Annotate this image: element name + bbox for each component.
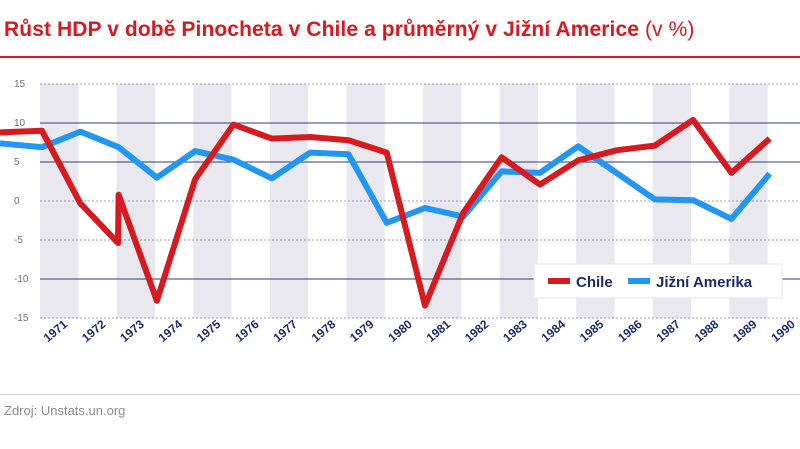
x-tick-label-1976: 1976 bbox=[232, 317, 262, 345]
y-tick-label: -5 bbox=[14, 235, 23, 246]
x-tick-label-1984: 1984 bbox=[539, 317, 569, 345]
x-tick-label-1987: 1987 bbox=[654, 317, 684, 345]
x-tick-label-1988: 1988 bbox=[692, 317, 722, 345]
y-tick-label: 15 bbox=[14, 79, 26, 90]
x-tick-label-1982: 1982 bbox=[462, 317, 492, 345]
source-note: Zdroj: Unstats.un.org bbox=[4, 403, 126, 418]
x-tick-label-1980: 1980 bbox=[385, 317, 415, 345]
y-tick-label: 5 bbox=[14, 157, 20, 168]
title-divider bbox=[0, 56, 800, 58]
legend-box bbox=[533, 263, 783, 299]
series-line-chile bbox=[0, 116, 772, 309]
y-axis-ticks: 15 10 5 0 -5 -10 -15 bbox=[14, 79, 29, 324]
x-tick-label-1974: 1974 bbox=[156, 317, 186, 345]
x-tick-label-1971: 1971 bbox=[41, 317, 71, 345]
x-tick-label-1975: 1975 bbox=[194, 317, 224, 345]
x-tick-label-1978: 1978 bbox=[309, 317, 339, 345]
legend-label-chile: Chile bbox=[576, 274, 613, 291]
y-tick-label: 10 bbox=[14, 118, 26, 129]
x-tick-label-1973: 1973 bbox=[117, 317, 147, 345]
source-divider bbox=[0, 394, 800, 395]
y-tick-label: 0 bbox=[14, 196, 20, 207]
x-axis-ticks: 1971 1972 1973 1974 1975 1976 1977 1978 1979 1980… bbox=[41, 317, 798, 345]
x-tick-label-1990: 1990 bbox=[768, 317, 798, 345]
chart-legend: Chile Jižní Amerika bbox=[533, 263, 783, 299]
chart-title-main: Růst HDP v době Pinocheta v Chile a prům… bbox=[4, 18, 640, 41]
chart-title: Růst HDP v době Pinocheta v Chile a prům… bbox=[4, 18, 694, 42]
series-lines bbox=[0, 116, 772, 309]
x-tick-label-1977: 1977 bbox=[271, 317, 301, 345]
y-tick-label: -10 bbox=[14, 274, 29, 285]
x-tick-label-1981: 1981 bbox=[424, 317, 454, 345]
x-tick-label-1972: 1972 bbox=[79, 317, 109, 345]
x-tick-label-1985: 1985 bbox=[577, 317, 607, 345]
chart-title-unit: (v %) bbox=[639, 18, 695, 41]
series-line-south-america bbox=[0, 128, 772, 226]
x-tick-label-1983: 1983 bbox=[500, 317, 530, 345]
x-tick-label-1989: 1989 bbox=[730, 317, 760, 345]
legend-label-south-america: Jižní Amerika bbox=[656, 274, 753, 291]
x-tick-label-1979: 1979 bbox=[347, 317, 377, 345]
y-tick-label: -15 bbox=[14, 313, 29, 324]
x-tick-label-1986: 1986 bbox=[615, 317, 645, 345]
